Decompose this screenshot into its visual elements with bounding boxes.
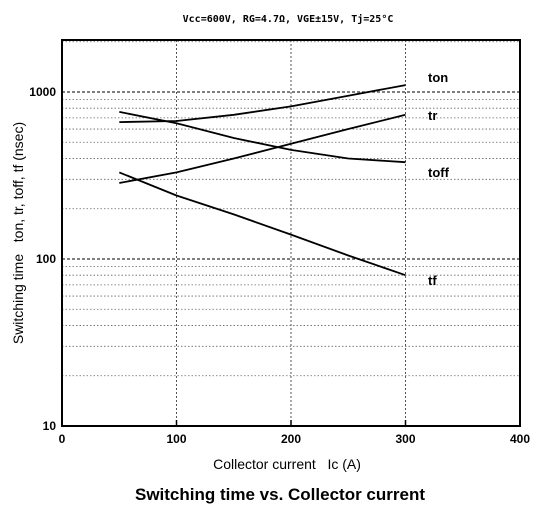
chart-conditions: Vcc=600V, RG=4.7Ω, VGE±15V, Tj=25°C [183,13,394,25]
series-label-tf: tf [428,273,437,288]
x-tick-label: 400 [510,432,530,446]
series-label-toff: toff [428,165,450,180]
series-lines [118,84,406,277]
series-line-toff [119,111,406,164]
x-axis-label: Collector current Ic (A) [213,456,361,472]
series-labels: ton tr toff tf [428,70,450,288]
series-line-ton [119,84,406,123]
tick-labels: 0 100 200 300 400 10 100 1000 [29,85,530,446]
x-tick-label: 300 [395,432,415,446]
y-tick-label: 10 [43,419,57,433]
chart-title: Switching time vs. Collector current [135,485,425,504]
series-label-ton: ton [428,70,448,85]
series-line-tr [119,113,406,184]
series-line-tf [118,171,406,277]
y-axis-label: Switching time ton, tr, toff, tf (nsec) [10,122,26,344]
y-tick-label: 1000 [29,85,56,99]
series-label-tr: tr [428,108,437,123]
grid-lines [62,40,520,426]
x-tick-label: 200 [281,432,301,446]
x-tick-label: 0 [59,432,66,446]
x-tick-label: 100 [166,432,186,446]
y-tick-label: 100 [36,252,56,266]
